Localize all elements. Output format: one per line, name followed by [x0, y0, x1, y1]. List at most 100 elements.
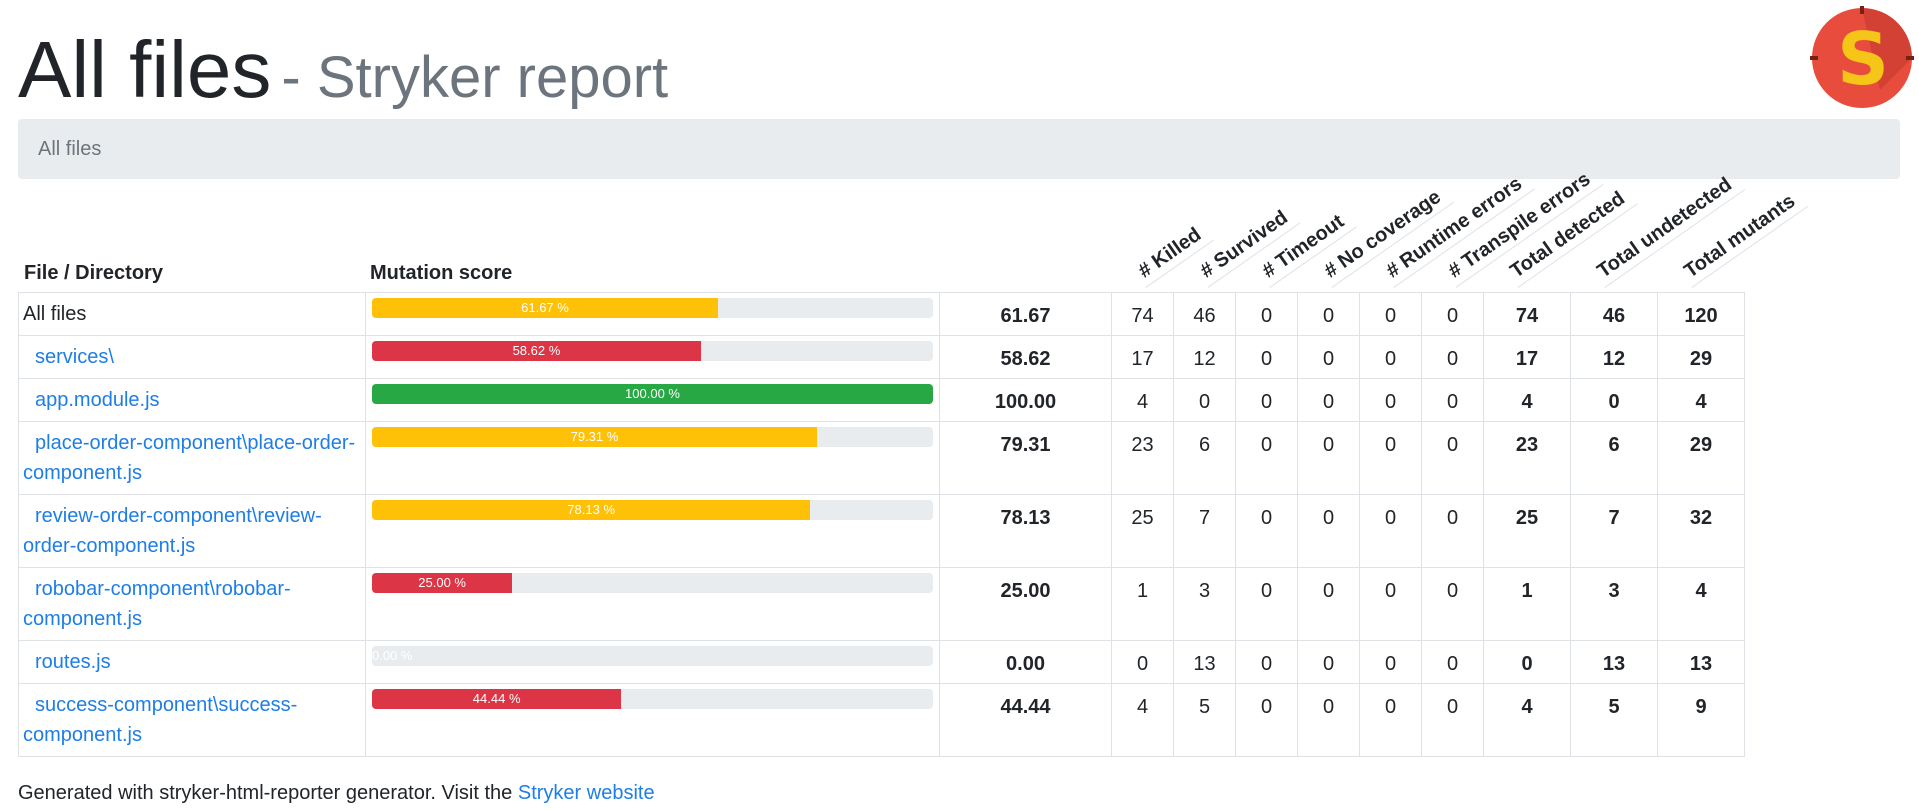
file-cell: All files — [18, 292, 366, 336]
table-row: All files 61.67 % 61.67 74 46 0 0 0 0 74 46 120 — [18, 292, 1745, 336]
killed-count: 0 — [1111, 640, 1174, 684]
score-progress: 58.62 % — [372, 341, 933, 361]
column-header-file: File / Directory — [24, 262, 163, 284]
file-cell: services\ — [18, 335, 366, 379]
column-header-total-undetected: Total undetected — [1590, 168, 1745, 288]
transpile-errors-count: 0 — [1421, 421, 1484, 495]
table-row: review-order-component\review-order-comp… — [18, 494, 1745, 568]
footer-text: Generated with stryker-html-reporter gen… — [18, 782, 513, 804]
survived-count: 13 — [1173, 640, 1236, 684]
table-row: app.module.js 100.00 % 100.00 4 0 0 0 0 0 4 0 4 — [18, 378, 1745, 422]
total-detected-count: 23 — [1483, 421, 1571, 495]
score-bar-cell: 78.13 % — [365, 494, 940, 568]
table-row: robobar-component\robobar-component.js 25… — [18, 567, 1745, 641]
score-bar-cell: 44.44 % — [365, 683, 940, 757]
killed-count: 17 — [1111, 335, 1174, 379]
no-coverage-count: 0 — [1297, 378, 1360, 422]
file-cell: app.module.js — [18, 378, 366, 422]
timeout-count: 0 — [1235, 378, 1298, 422]
killed-count: 1 — [1111, 567, 1174, 641]
no-coverage-count: 0 — [1297, 567, 1360, 641]
score-progress: 44.44 % — [372, 689, 933, 709]
mutation-score: 58.62 — [939, 335, 1112, 379]
total-undetected-count: 46 — [1570, 292, 1658, 336]
file-link[interactable]: success-component\success-component.js — [23, 694, 298, 746]
score-progress: 25.00 % — [372, 573, 933, 593]
score-bar-cell: 79.31 % — [365, 421, 940, 495]
file-link[interactable]: routes.js — [35, 651, 111, 673]
survived-count: 12 — [1173, 335, 1236, 379]
file-link[interactable]: app.module.js — [35, 389, 160, 411]
no-coverage-count: 0 — [1297, 292, 1360, 336]
runtime-errors-count: 0 — [1359, 292, 1422, 336]
score-progress-fill: 58.62 % — [372, 341, 701, 361]
stryker-website-link[interactable]: Stryker website — [517, 782, 655, 804]
total-undetected-count: 13 — [1570, 640, 1658, 684]
stryker-logo: S — [1810, 6, 1914, 108]
file-link[interactable]: place-order-component\place-order-compon… — [23, 432, 356, 484]
mutation-score: 100.00 — [939, 378, 1112, 422]
score-progress-fill: 25.00 % — [372, 573, 513, 593]
timeout-count: 0 — [1235, 683, 1298, 757]
score-progress-fill: 78.13 % — [372, 500, 811, 520]
survived-count: 6 — [1173, 421, 1236, 495]
page-subtitle: - Stryker report — [281, 45, 669, 110]
total-mutants-count: 4 — [1657, 567, 1745, 641]
runtime-errors-count: 0 — [1359, 640, 1422, 684]
file-link[interactable]: review-order-component\review-order-comp… — [23, 505, 322, 557]
breadcrumb-item: All files — [38, 138, 102, 160]
transpile-errors-count: 0 — [1421, 494, 1484, 568]
total-detected-count: 1 — [1483, 567, 1571, 641]
score-progress-fill: 100.00 % — [372, 384, 933, 404]
runtime-errors-count: 0 — [1359, 567, 1422, 641]
transpile-errors-count: 0 — [1421, 567, 1484, 641]
runtime-errors-count: 0 — [1359, 378, 1422, 422]
score-bar-cell: 100.00 % — [365, 378, 940, 422]
total-mutants-count: 9 — [1657, 683, 1745, 757]
killed-count: 4 — [1111, 683, 1174, 757]
mutation-score: 61.67 — [939, 292, 1112, 336]
total-detected-count: 25 — [1483, 494, 1571, 568]
score-progress-fill: 44.44 % — [372, 689, 622, 709]
svg-text:S: S — [1837, 17, 1889, 101]
total-mutants-count: 120 — [1657, 292, 1745, 336]
runtime-errors-count: 0 — [1359, 683, 1422, 757]
timeout-count: 0 — [1235, 292, 1298, 336]
killed-count: 23 — [1111, 421, 1174, 495]
file-cell: routes.js — [18, 640, 366, 684]
file-link[interactable]: services\ — [35, 346, 114, 368]
mutation-score: 44.44 — [939, 683, 1112, 757]
no-coverage-count: 0 — [1297, 494, 1360, 568]
report-table: All files 61.67 % 61.67 74 46 0 0 0 0 74 46 120 serv… — [18, 292, 1745, 757]
killed-count: 25 — [1111, 494, 1174, 568]
file-name: All files — [23, 303, 87, 325]
score-bar-cell: 25.00 % — [365, 567, 940, 641]
score-bar-cell: 61.67 % — [365, 292, 940, 336]
score-progress: 100.00 % — [372, 384, 933, 404]
timeout-count: 0 — [1235, 335, 1298, 379]
file-cell: success-component\success-component.js — [18, 683, 366, 757]
score-progress-fill: 79.31 % — [372, 427, 817, 447]
total-detected-count: 4 — [1483, 683, 1571, 757]
no-coverage-count: 0 — [1297, 683, 1360, 757]
total-mutants-count: 29 — [1657, 421, 1745, 495]
table-row: routes.js 0.00 % 0.00 0 13 0 0 0 0 0 13 13 — [18, 640, 1745, 684]
transpile-errors-count: 0 — [1421, 292, 1484, 336]
timeout-count: 0 — [1235, 421, 1298, 495]
total-undetected-count: 3 — [1570, 567, 1658, 641]
total-detected-count: 74 — [1483, 292, 1571, 336]
runtime-errors-count: 0 — [1359, 335, 1422, 379]
runtime-errors-count: 0 — [1359, 421, 1422, 495]
page-title: All files - Stryker report — [18, 28, 668, 120]
mutation-score: 78.13 — [939, 494, 1112, 568]
transpile-errors-count: 0 — [1421, 640, 1484, 684]
survived-count: 46 — [1173, 292, 1236, 336]
total-detected-count: 0 — [1483, 640, 1571, 684]
transpile-errors-count: 0 — [1421, 335, 1484, 379]
footer: Generated with stryker-html-reporter gen… — [18, 782, 655, 805]
total-detected-count: 17 — [1483, 335, 1571, 379]
table-row: place-order-component\place-order-compon… — [18, 421, 1745, 495]
score-progress: 61.67 % — [372, 298, 933, 318]
file-link[interactable]: robobar-component\robobar-component.js — [23, 578, 291, 630]
survived-count: 0 — [1173, 378, 1236, 422]
